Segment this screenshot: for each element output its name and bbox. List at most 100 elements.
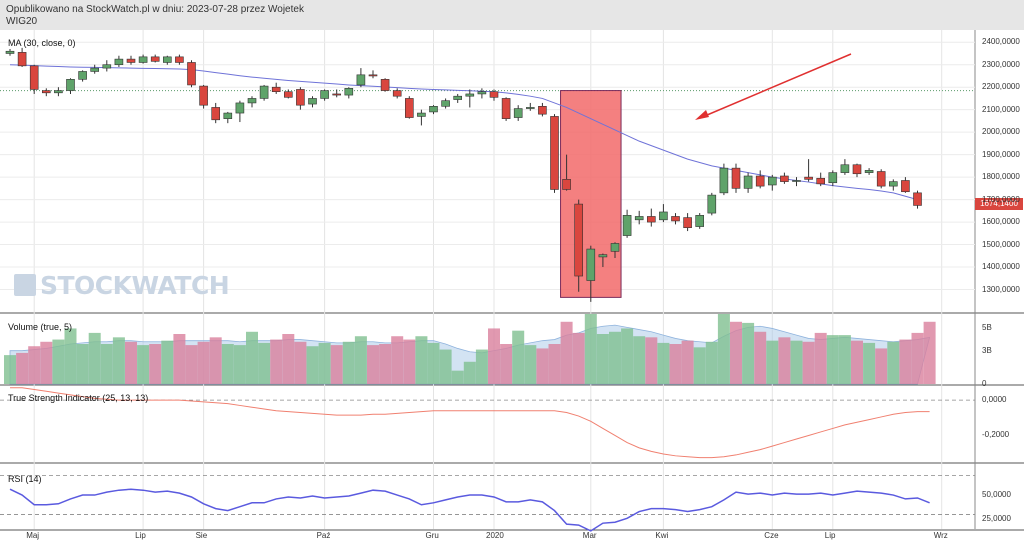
volume-bar bbox=[415, 336, 428, 384]
candle-body bbox=[211, 107, 220, 121]
candle-body bbox=[271, 86, 281, 92]
candle-body bbox=[646, 216, 656, 223]
candle-body bbox=[888, 181, 898, 187]
candle-body bbox=[54, 90, 63, 94]
volume-bar bbox=[899, 339, 912, 384]
annotation-arrow-head bbox=[695, 110, 709, 120]
volume-bar bbox=[28, 346, 41, 384]
volume-bar bbox=[875, 348, 888, 384]
volume-bar bbox=[16, 352, 29, 384]
candle-body bbox=[828, 172, 838, 184]
candle-body bbox=[29, 65, 39, 90]
volume-bar bbox=[500, 344, 513, 384]
price-tick-label: 2000,0000 bbox=[982, 127, 1020, 137]
x-tick-label: Mar bbox=[582, 531, 597, 540]
candle-body bbox=[187, 62, 196, 86]
price-tick-label: 2200,0000 bbox=[982, 82, 1020, 92]
volume-bar bbox=[621, 328, 634, 384]
volume-bar bbox=[209, 337, 222, 384]
price-tick-label: 2300,0000 bbox=[982, 59, 1020, 69]
volume-bar bbox=[742, 322, 755, 384]
volume-bar bbox=[669, 344, 682, 384]
price-tick-label: 1400,0000 bbox=[982, 262, 1020, 272]
volume-bar bbox=[705, 341, 718, 384]
candle-body bbox=[513, 108, 523, 118]
volume-bar bbox=[354, 336, 367, 384]
candle-body bbox=[622, 215, 632, 236]
tsi-panel-title: True Strength Indicator (25, 13, 13) bbox=[8, 393, 149, 403]
volume-bar bbox=[548, 344, 561, 384]
volume-bar bbox=[488, 328, 500, 384]
candle-body bbox=[356, 74, 366, 86]
candle-body bbox=[731, 167, 741, 189]
candle-body bbox=[804, 176, 813, 180]
candle-body bbox=[417, 112, 426, 117]
volume-bar bbox=[475, 349, 488, 384]
price-tick-label: 1900,0000 bbox=[982, 149, 1020, 159]
candle-body bbox=[610, 243, 620, 252]
tsi-tick-label: 0,0000 bbox=[982, 395, 1007, 405]
volume-bar bbox=[318, 342, 331, 384]
candle-body bbox=[41, 90, 51, 94]
price-tick-label: 2400,0000 bbox=[982, 37, 1020, 47]
volume-bar bbox=[790, 340, 803, 384]
volume-bar bbox=[330, 345, 343, 384]
volume-bar bbox=[197, 341, 210, 384]
candle-body bbox=[767, 176, 777, 186]
candle-body bbox=[332, 93, 342, 96]
candle-body bbox=[175, 56, 184, 63]
price-tick-label: 1800,0000 bbox=[982, 172, 1020, 182]
candle-body bbox=[876, 171, 886, 187]
candle-body bbox=[199, 85, 208, 106]
candle-body bbox=[223, 112, 233, 119]
candle-body bbox=[17, 52, 27, 67]
rsi-line bbox=[9, 488, 930, 532]
candle-body bbox=[308, 98, 317, 105]
candle-body bbox=[743, 175, 753, 189]
candle-body bbox=[792, 180, 801, 182]
volume-bar bbox=[306, 346, 319, 384]
volume-bar bbox=[802, 341, 815, 384]
volume-bar bbox=[40, 341, 53, 384]
volume-bar bbox=[439, 349, 452, 384]
price-tick-label: 1700,0000 bbox=[982, 194, 1020, 204]
volume-bar bbox=[730, 321, 742, 384]
candle-body bbox=[78, 71, 87, 80]
candle-body bbox=[586, 248, 596, 281]
candle-body bbox=[453, 95, 463, 100]
volume-bar bbox=[76, 344, 89, 384]
x-tick-label: Wrz bbox=[933, 531, 948, 540]
volume-bar bbox=[693, 347, 706, 384]
volume-bar bbox=[270, 339, 283, 384]
volume-bar bbox=[282, 334, 295, 384]
x-tick-label: Kwi bbox=[655, 531, 669, 540]
volume-bar bbox=[391, 336, 404, 384]
candle-body bbox=[380, 79, 390, 91]
candle-body bbox=[114, 58, 124, 66]
watermark-text: STOCKWATCH bbox=[40, 270, 230, 300]
volume-tick-label: 0 bbox=[982, 379, 987, 388]
tsi-line bbox=[10, 387, 930, 459]
volume-bar bbox=[536, 348, 549, 384]
header-bar bbox=[0, 0, 1024, 30]
volume-bar bbox=[717, 314, 730, 384]
volume-bar bbox=[754, 331, 767, 384]
candle-body bbox=[598, 254, 608, 258]
annotation-arrow-line bbox=[699, 53, 852, 119]
volume-bar bbox=[294, 341, 307, 384]
volume-bar bbox=[923, 321, 936, 384]
x-tick-label: Maj bbox=[26, 531, 40, 540]
candle-body bbox=[780, 175, 789, 182]
volume-bar bbox=[657, 342, 670, 384]
volume-bar bbox=[64, 328, 77, 384]
candle-body bbox=[138, 56, 148, 63]
candle-body bbox=[344, 88, 354, 96]
candle-body bbox=[538, 106, 547, 115]
candle-body bbox=[404, 98, 414, 118]
volume-panel-title: Volume (true, 5) bbox=[8, 322, 73, 332]
candle-body bbox=[429, 106, 438, 113]
last-price-tag: 1674,1400 bbox=[975, 198, 1023, 210]
candle-body bbox=[5, 50, 15, 54]
candle-body bbox=[816, 177, 826, 185]
